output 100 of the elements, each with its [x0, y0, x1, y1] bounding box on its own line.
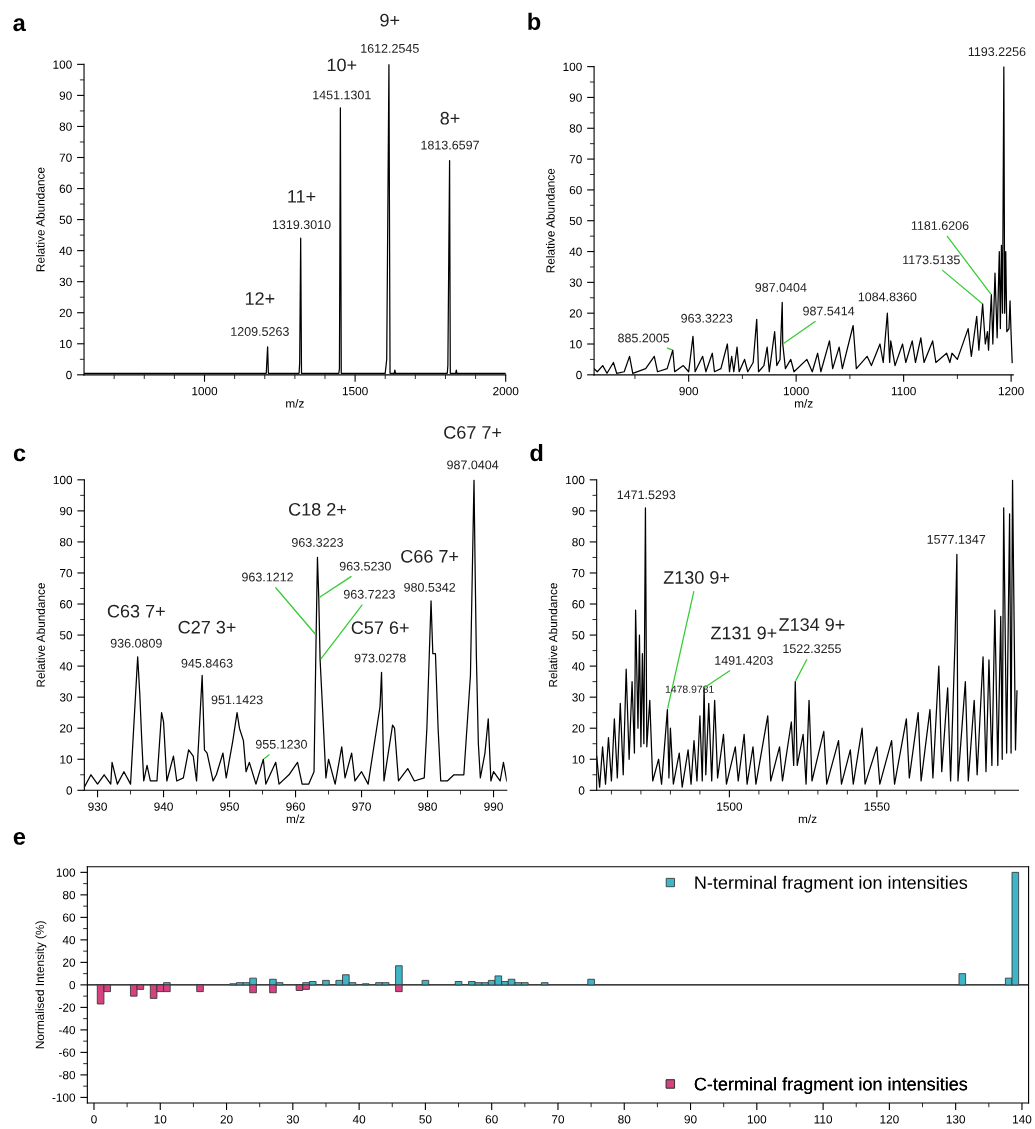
annotation: 963.3223 [291, 538, 343, 547]
y-tick-label: 100 [53, 475, 73, 485]
y-tick-label: 80 [569, 124, 582, 133]
x-tick-label: 80 [618, 1115, 631, 1124]
y-axis-title: Relative Abundance [36, 583, 45, 687]
chart-title: d [530, 443, 543, 462]
x-tick-label: 20 [220, 1115, 233, 1124]
y-tick-label: 30 [59, 693, 73, 702]
annotation: Z131 9+ [711, 626, 777, 640]
annotation: 12+ [245, 292, 275, 305]
y-tick-label: 20 [59, 308, 72, 318]
y-tick-label: 20 [60, 724, 73, 733]
x-tick-label: 120 [880, 1115, 899, 1124]
x-tick-label: 980 [418, 802, 437, 811]
x-tick-label: 70 [552, 1115, 565, 1124]
y-tick-label: 100 [566, 475, 585, 485]
chart-title: e [13, 831, 26, 845]
y-tick-label: 90 [569, 93, 582, 102]
y-tick-label: 0 [69, 980, 76, 990]
x-tick-label: 1500 [717, 802, 743, 811]
annotation: 8+ [440, 111, 460, 125]
annotation: C66 7+ [401, 549, 459, 563]
y-tick-label: 20 [63, 958, 76, 967]
annotation: 1181.6206 [911, 221, 969, 230]
y-tick-label: 80 [59, 537, 73, 547]
x-tick-label: 990 [484, 802, 503, 811]
x-tick-label: 10 [154, 1115, 167, 1124]
y-tick-label: 100 [563, 62, 582, 71]
x-tick-label: 950 [220, 802, 239, 811]
y-tick-label: 10 [60, 755, 73, 764]
x-tick-label: 0 [91, 1115, 97, 1124]
x-axis-title: m/z [798, 814, 817, 824]
annotation: 1193.2256 [968, 47, 1026, 57]
annotation: 973.0278 [354, 653, 406, 663]
y-tick-label: 60 [569, 185, 582, 195]
annotation: C18 2+ [289, 502, 346, 516]
annotation: 1577.1347 [927, 534, 986, 544]
y-tick-label: 20 [569, 309, 582, 318]
bar [421, 979, 430, 986]
annotation: 936.0809 [110, 638, 162, 648]
y-tick-label: 70 [59, 153, 72, 162]
y-tick-label: 90 [572, 506, 585, 516]
bar [322, 979, 330, 986]
y-tick-label: 10 [572, 755, 585, 764]
bar [454, 981, 463, 986]
y-tick-label: -100 [52, 1093, 76, 1102]
annotation: 11+ [288, 190, 316, 203]
y-tick-label: 10 [570, 340, 582, 349]
y-tick-label: 70 [569, 155, 582, 164]
annotation: C63 7+ [107, 604, 165, 618]
y-tick-label: 0 [66, 370, 72, 380]
y-tick-label: 60 [63, 913, 76, 922]
annotation: 963.3223 [681, 313, 733, 323]
y-axis-title: Relative Abundance [548, 583, 558, 687]
bar [540, 982, 549, 986]
annotation: 1173.5135 [903, 255, 960, 265]
x-axis-title: m/z [286, 399, 304, 408]
annotation: 1084.8360 [858, 292, 917, 302]
y-tick-label: 40 [62, 935, 76, 945]
y-tick-label: 20 [572, 724, 585, 733]
x-tick-label: 40 [352, 1115, 366, 1124]
x-tick-label: 970 [352, 802, 371, 811]
x-tick-label: 1550 [864, 802, 890, 811]
y-tick-label: 0 [66, 786, 73, 795]
annotation: 945.8463 [181, 658, 233, 668]
x-tick-label: 1000 [783, 386, 809, 396]
y-tick-label: 50 [59, 631, 73, 640]
annotation: 1471.5293 [617, 490, 676, 500]
annotation: 987.0404 [755, 283, 807, 292]
bar [196, 984, 204, 993]
y-tick-label: -60 [59, 1048, 76, 1057]
y-tick-label: 60 [572, 600, 585, 609]
y-tick-label: 70 [60, 569, 73, 578]
y-tick-label: 0 [576, 370, 582, 380]
annotation: 1813.6597 [421, 140, 479, 150]
x-tick-label: 100 [747, 1115, 767, 1124]
legend-label: N-terminal fragment ion intensities [695, 875, 968, 893]
annotation: 980.5342 [404, 582, 456, 592]
y-axis-title: Relative Abundance [546, 168, 555, 273]
annotation: C57 6+ [351, 621, 409, 635]
y-tick-label: 80 [59, 122, 72, 131]
annotation: 10+ [327, 58, 357, 72]
annotation: C27 3+ [178, 620, 236, 634]
annotation: Z130 9+ [663, 571, 730, 584]
y-tick-label: 40 [569, 247, 582, 256]
annotation: Z134 9+ [779, 618, 845, 631]
x-tick-label: 50 [419, 1115, 432, 1124]
x-tick-label: 900 [679, 386, 699, 396]
y-tick-label: 30 [569, 278, 582, 287]
y-tick-label: 100 [56, 868, 76, 877]
y-tick-label: 50 [569, 216, 582, 226]
annotation: 987.0404 [447, 460, 499, 470]
annotation: 963.1212 [242, 572, 293, 582]
y-tick-label: 80 [62, 890, 76, 900]
y-tick-label: 40 [59, 662, 73, 671]
y-tick-label: 60 [59, 184, 72, 193]
annotation: 885.2005 [618, 333, 670, 343]
y-tick-label: -80 [59, 1070, 76, 1080]
x-axis-title: m/z [286, 814, 305, 824]
annotation: 1522.3255 [783, 644, 841, 654]
